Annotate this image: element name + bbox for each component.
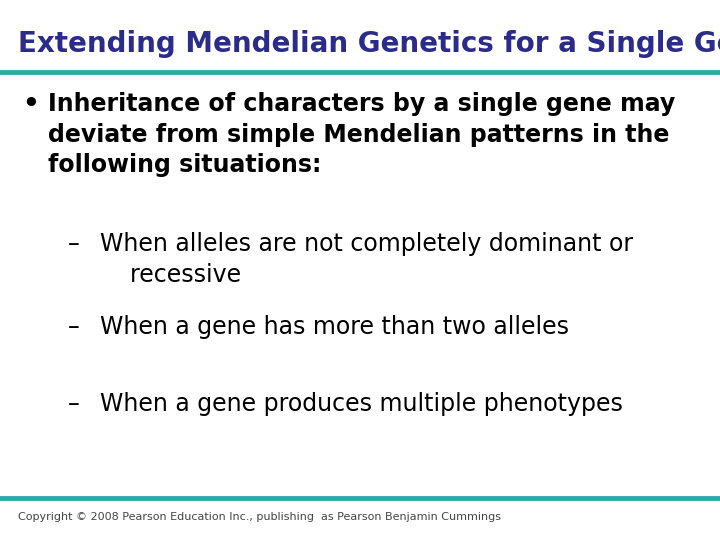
- Text: –: –: [68, 232, 80, 256]
- Text: –: –: [68, 392, 80, 416]
- Text: When a gene produces multiple phenotypes: When a gene produces multiple phenotypes: [100, 392, 623, 416]
- Text: When a gene has more than two alleles: When a gene has more than two alleles: [100, 315, 569, 339]
- Text: Inheritance of characters by a single gene may
deviate from simple Mendelian pat: Inheritance of characters by a single ge…: [48, 92, 675, 177]
- Text: –: –: [68, 315, 80, 339]
- Text: •: •: [22, 92, 39, 118]
- Text: Extending Mendelian Genetics for a Single Gene: Extending Mendelian Genetics for a Singl…: [18, 30, 720, 58]
- Text: Copyright © 2008 Pearson Education Inc., publishing  as Pearson Benjamin Cumming: Copyright © 2008 Pearson Education Inc.,…: [18, 512, 501, 522]
- Text: When alleles are not completely dominant or
    recessive: When alleles are not completely dominant…: [100, 232, 633, 287]
